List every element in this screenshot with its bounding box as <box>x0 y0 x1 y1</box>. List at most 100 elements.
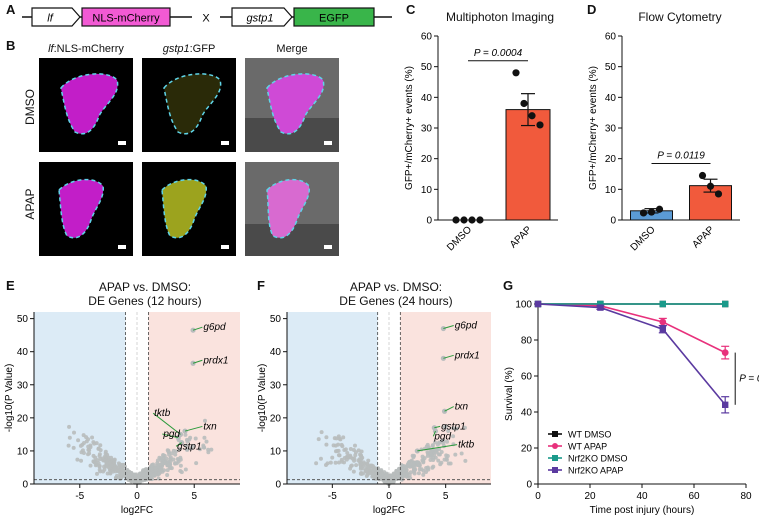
chartE-gene-point <box>201 445 206 450</box>
chartF-gene-point <box>421 459 426 464</box>
chartF-gene-txn-leader <box>444 406 454 412</box>
chartF-gene-point <box>351 469 356 474</box>
chartF-gene-point <box>463 458 468 463</box>
chartF-ytick-label: 0 <box>275 480 281 491</box>
row-label-apap: APAP <box>23 188 37 220</box>
chart-g-point-3 <box>534 300 542 308</box>
micrograph-dmso-mcherry <box>39 58 133 152</box>
chart-g-legend-label: WT DMSO <box>568 430 611 440</box>
gstp1-promoter-arrow <box>231 7 293 27</box>
chartF-gene-point <box>444 453 449 458</box>
chartF-gene-point <box>390 476 395 481</box>
chartE-gene-point <box>90 435 95 440</box>
chart-g-xlabel: Time post injury (hours) <box>590 505 695 516</box>
chartF-gene-pgd-point <box>432 428 439 434</box>
chartF-gene-point <box>335 449 340 454</box>
chartF-gene-point <box>438 462 443 467</box>
chartF-ytick-label: 20 <box>270 413 282 424</box>
chartF-gene-point <box>430 443 435 448</box>
chartD-ytick-label: 0 <box>610 216 616 227</box>
micrograph-apap-gfp <box>142 162 236 256</box>
chartF-gene-point <box>454 426 459 431</box>
chartD-data-point <box>714 190 723 198</box>
mcherry-label: NLS-mCherry <box>92 13 160 25</box>
chartF-gene-point <box>348 446 353 451</box>
chart-g-point-2 <box>597 300 604 308</box>
chartE-gene-point <box>97 467 102 472</box>
chartE-gene-g6pd-leader <box>192 326 203 331</box>
chartC-ytick-label: 0 <box>426 216 432 227</box>
chartF-gene-pgd-label: pgd <box>433 431 451 442</box>
chartE-gene-point <box>98 457 103 462</box>
chartF-gene-gstp1-label: gstp1 <box>441 421 465 432</box>
chart-g-point-3 <box>659 326 666 333</box>
chartE-gene-point <box>91 440 96 445</box>
chart-g-ytick-label: 60 <box>521 372 533 383</box>
chartE-gene-point <box>177 447 182 452</box>
chartE-gene-point <box>173 461 178 466</box>
chartF-gene-point <box>384 472 389 477</box>
chartE-gene-point <box>109 455 114 460</box>
chartE-gene-point <box>178 463 183 468</box>
chartF-gene-point <box>401 467 406 472</box>
chartF-gene-point <box>424 444 429 449</box>
chartC-data-point <box>476 216 484 224</box>
gstp1-label: gstp1 <box>247 13 274 25</box>
chartF-gene-txn-label: txn <box>455 402 469 413</box>
chart-f-title: APAP vs. DMSO: DE Genes (24 hours) <box>286 280 506 308</box>
chartE-gene-gstp1-label: gstp1 <box>177 441 201 452</box>
chartC-ytick-label: 30 <box>421 124 433 135</box>
chartF-gene-g6pd-label: g6pd <box>455 321 478 332</box>
chartF-gene-point <box>404 467 409 472</box>
chartF-gene-point <box>407 473 412 478</box>
chartF-gene-pgd-leader <box>432 430 436 437</box>
chartF-gene-point <box>421 472 426 477</box>
chartF-gene-point <box>351 448 356 453</box>
chartE-gene-point <box>80 448 85 453</box>
chartD-ylabel: GFP+/mCherry+ events (%) <box>588 66 599 190</box>
chartF-ytick-label: 50 <box>270 314 282 325</box>
chartF-ytick-label: 10 <box>270 446 282 457</box>
chartE-gene-point <box>168 459 173 464</box>
egfp-box <box>293 7 375 27</box>
micrograph-apap-merge <box>245 162 339 256</box>
chartD-data-point <box>706 182 715 190</box>
chartE-gene-point <box>173 452 178 457</box>
chartE-gene-point <box>165 468 170 473</box>
chartE-xlabel: log2FC <box>121 505 153 516</box>
chart-g-point-1 <box>659 318 667 326</box>
chartF-gene-point <box>437 440 442 445</box>
chart-g-ytick-label: 40 <box>521 408 533 419</box>
chartE-gene-point <box>165 472 170 477</box>
chartF-gene-point <box>314 461 319 466</box>
chartE-gene-point <box>113 475 118 480</box>
chartF-gene-tktb-point <box>414 448 420 454</box>
chartE-gene-point <box>96 446 101 451</box>
micrograph-apap-mcherry <box>39 162 133 256</box>
chartE-down-region <box>34 312 126 484</box>
chartE-gene-point <box>149 467 154 472</box>
chartE-gene-point <box>94 462 99 467</box>
chart-f-title-line1: APAP vs. DMSO: <box>349 280 443 294</box>
chart-g-legend-label: Nrf2KO DMSO <box>568 454 628 464</box>
chartF-gene-point <box>451 434 456 439</box>
chartC-ytick-label: 40 <box>421 93 433 104</box>
chartC-xtick-label: APAP <box>508 224 534 250</box>
chartF-gene-point <box>426 467 431 472</box>
chartC-data-point <box>528 112 536 120</box>
chartE-gene-point <box>128 477 133 482</box>
chartE-gene-point <box>79 458 84 463</box>
chartE-gene-point <box>120 462 125 467</box>
col-label-merge: Merge <box>276 43 308 55</box>
chart-g-xtick-label: 0 <box>535 491 541 502</box>
chartF-xlabel: log2FC <box>373 505 405 516</box>
panel-letter-e: E <box>6 278 15 293</box>
chartF-gene-point <box>443 424 448 429</box>
chartD-data-point <box>647 208 656 216</box>
chartE-gene-point <box>88 463 93 468</box>
chartC-data-point <box>536 121 544 129</box>
chart-g-series-line-3 <box>537 303 726 406</box>
chart-g-pvalue: P = 0.0001 <box>739 374 759 385</box>
chartE-gene-pgd-leader <box>162 433 179 439</box>
chartE-gene-point <box>133 472 138 477</box>
